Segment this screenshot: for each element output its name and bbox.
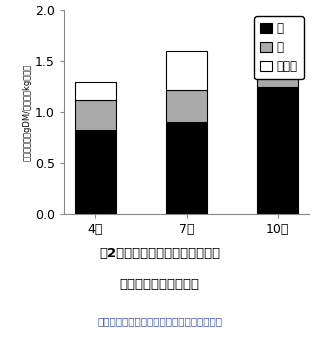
Text: 図2．放牧草からの穒素摄取量に: 図2．放牧草からの穒素摄取量に bbox=[99, 247, 220, 260]
Legend: 尿, 糞, 体蓄積: 尿, 糞, 体蓄積 bbox=[254, 16, 303, 79]
Bar bbox=[166, 51, 207, 90]
Bar bbox=[257, 87, 298, 214]
Bar bbox=[257, 51, 298, 87]
Text: 対する蓄積・排出量．: 対する蓄積・排出量． bbox=[120, 278, 199, 291]
Bar bbox=[75, 100, 116, 130]
Bar bbox=[166, 90, 207, 122]
Text: めん羊を用いた全糞全尿採取法による結果．: めん羊を用いた全糞全尿採取法による結果． bbox=[97, 316, 222, 326]
Bar bbox=[166, 122, 207, 214]
Bar bbox=[257, 23, 298, 51]
Y-axis label: 窒素摂取量（gDM/代謝体重kg・日）: 窒素摂取量（gDM/代謝体重kg・日） bbox=[23, 63, 32, 161]
Bar bbox=[75, 130, 116, 214]
Bar bbox=[75, 82, 116, 100]
